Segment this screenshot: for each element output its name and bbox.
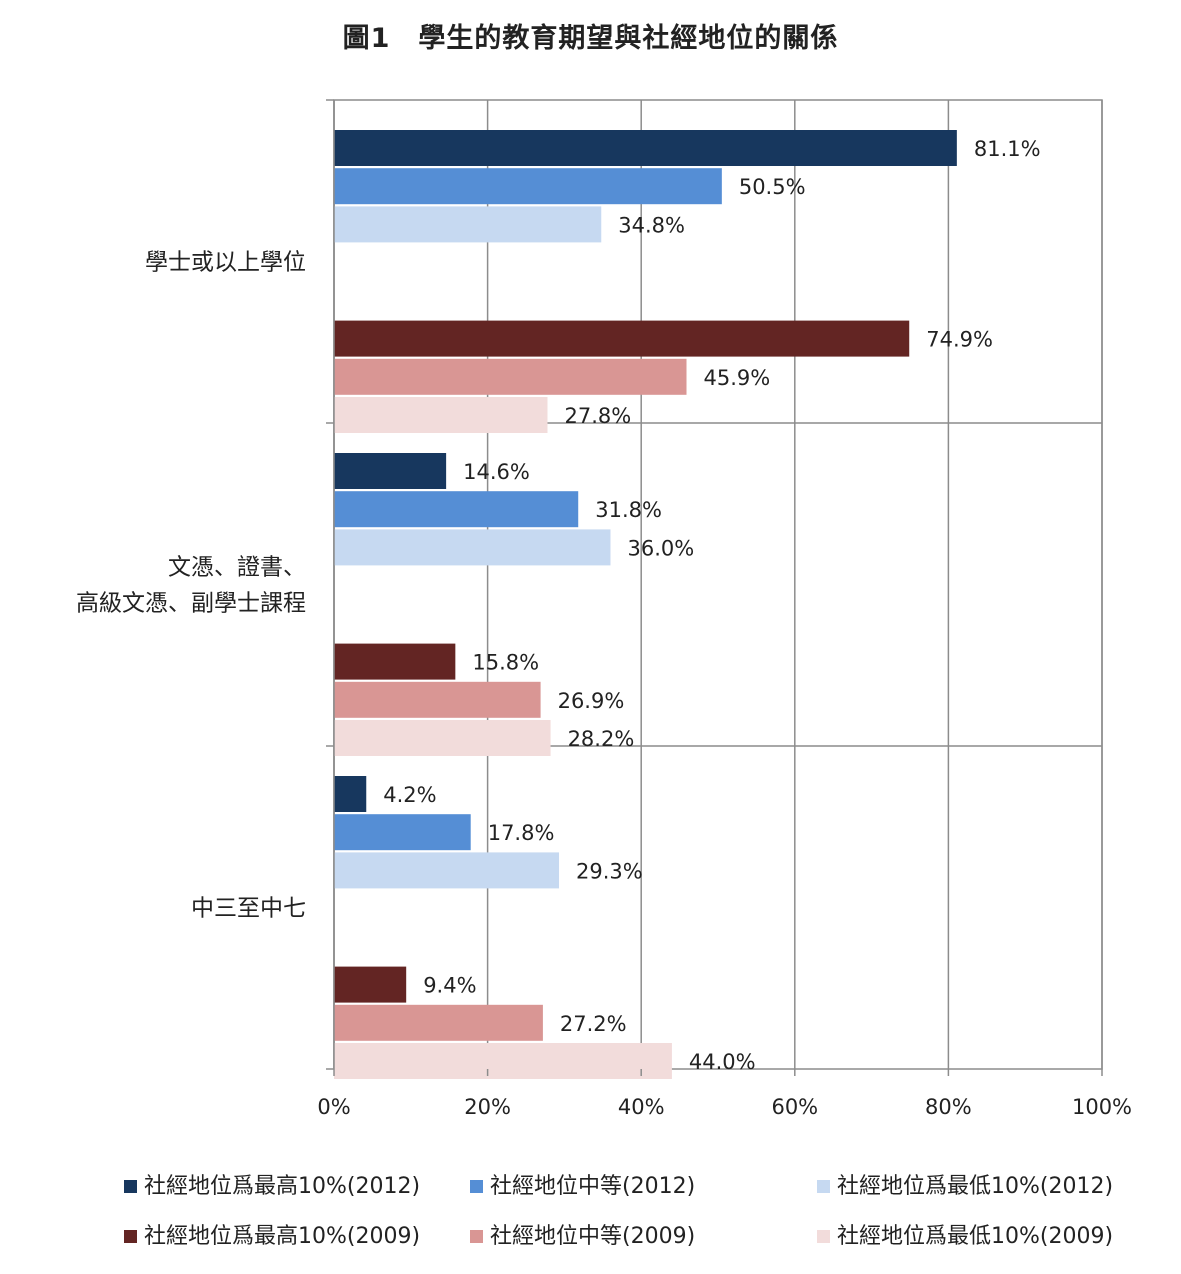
- plot-border: [333, 99, 1103, 1070]
- bar: [334, 720, 551, 756]
- legend-label: 社經地位爲最低10%(2009): [837, 1224, 1113, 1249]
- x-tick-label: 20%: [464, 1095, 511, 1119]
- data-label: 27.8%: [565, 404, 632, 428]
- data-label: 44.0%: [689, 1050, 756, 1074]
- bar: [334, 320, 910, 357]
- bar: [334, 852, 560, 889]
- data-label: 29.3%: [576, 859, 643, 883]
- data-label: 9.4%: [423, 974, 476, 998]
- chart-title: 圖1 學生的教育期望與社經地位的關係: [342, 23, 839, 54]
- x-tick-label: 40%: [618, 1095, 665, 1119]
- data-label: 45.9%: [704, 366, 771, 390]
- legend-swatch: [817, 1180, 830, 1193]
- bar: [334, 453, 447, 489]
- category-label: 中三至中七: [191, 896, 306, 922]
- legend-swatch: [124, 1180, 137, 1193]
- legend-label: 社經地位爲最高10%(2009): [144, 1224, 420, 1249]
- legend-label: 社經地位爲最低10%(2012): [837, 1174, 1113, 1199]
- category-label: 高級文憑、副學士課程: [76, 591, 306, 617]
- data-label: 81.1%: [974, 137, 1041, 161]
- axis-layer: 0% 20% 40% 60% 80% 100%: [317, 99, 1132, 1119]
- x-tick-label: 80%: [925, 1095, 972, 1119]
- bar: [334, 1043, 672, 1079]
- bar: [334, 529, 611, 566]
- bar: [334, 491, 579, 528]
- grid-layer: [333, 99, 1103, 1070]
- bar: [334, 1004, 543, 1041]
- legend-swatch: [817, 1230, 830, 1243]
- bar: [334, 776, 367, 812]
- legend-swatch: [470, 1230, 483, 1243]
- bar-layer: [334, 130, 957, 1079]
- legend-label: 社經地位爲最高10%(2012): [144, 1174, 420, 1199]
- data-label: 17.8%: [488, 821, 555, 845]
- bar: [334, 643, 456, 680]
- category-label: 文憑、證書、: [168, 555, 306, 581]
- legend-label: 社經地位中等(2009): [490, 1224, 695, 1249]
- data-label: 34.8%: [618, 213, 685, 237]
- bar: [334, 206, 602, 243]
- bar: [334, 130, 957, 166]
- bar: [334, 681, 541, 718]
- data-label: 28.2%: [568, 727, 635, 751]
- data-label: 14.6%: [463, 460, 530, 484]
- data-label: 50.5%: [739, 175, 806, 199]
- x-tick-label: 60%: [771, 1095, 818, 1119]
- category-label: 學士或以上學位: [145, 250, 306, 276]
- legend: 社經地位爲最高10%(2012) 社經地位中等(2012) 社經地位爲最低10%(2…: [124, 1174, 1113, 1249]
- bar: [334, 358, 687, 395]
- data-label: 74.9%: [926, 328, 993, 352]
- bar: [334, 966, 407, 1003]
- data-label: 26.9%: [558, 689, 625, 713]
- x-tick-label: 100%: [1072, 1095, 1132, 1119]
- legend-swatch: [124, 1230, 137, 1243]
- x-tick-label: 0%: [317, 1095, 350, 1119]
- legend-swatch: [470, 1180, 483, 1193]
- data-label: 27.2%: [560, 1012, 627, 1036]
- bar: [334, 814, 471, 851]
- data-label: 31.8%: [595, 498, 662, 522]
- data-label: 4.2%: [383, 783, 436, 807]
- bar: [334, 168, 722, 205]
- bar: [334, 397, 548, 433]
- legend-label: 社經地位中等(2012): [490, 1174, 695, 1199]
- label-layer: 81.1% 50.5% 34.8% 74.9% 45.9% 27.8% 學士或以上學位 14.…: [76, 137, 1041, 1074]
- data-label: 36.0%: [627, 536, 694, 560]
- data-label: 15.8%: [472, 651, 539, 675]
